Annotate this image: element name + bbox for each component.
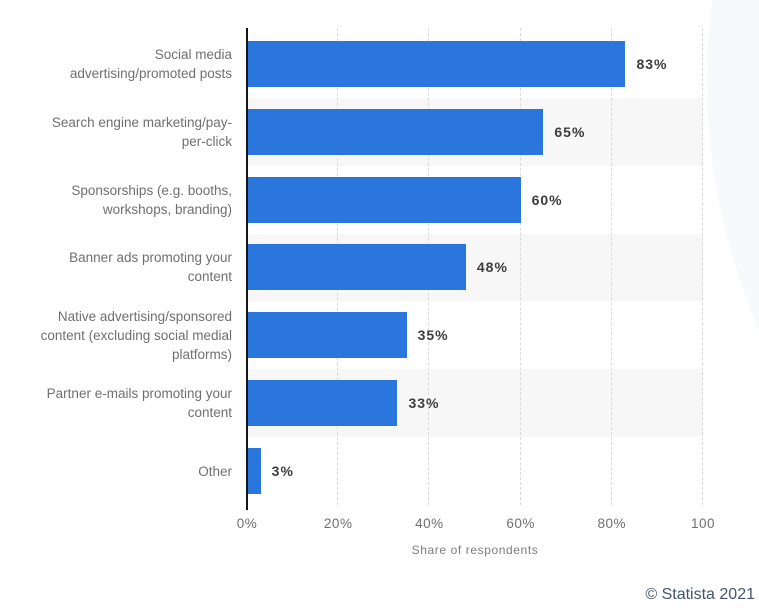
bar[interactable]	[247, 380, 398, 427]
bar-value-label: 48%	[476, 259, 508, 276]
x-tick-label: 100	[690, 516, 716, 531]
x-axis-title: Share of respondents	[411, 543, 539, 557]
bar[interactable]	[247, 244, 466, 291]
bar-value-label: 3%	[271, 463, 294, 480]
category-label: Sponsorships (e.g. booths, workshops, br…	[71, 182, 232, 217]
y-axis-line	[246, 28, 248, 510]
bar-row: 3%	[247, 437, 703, 505]
x-tick-label: 60%	[506, 516, 535, 531]
bar-row: 35%	[247, 301, 703, 369]
x-tick-label: 20%	[323, 516, 353, 531]
bar-row: 33%	[247, 369, 703, 437]
category-label: Partner e-mails promoting your content	[46, 386, 232, 421]
gridline	[519, 28, 521, 505]
category-axis-labels: Social media advertising/promoted posts S…	[8, 30, 232, 505]
bar-value-label: 33%	[408, 395, 440, 412]
bar-row: 83%	[247, 30, 703, 98]
x-tick-label: 0%	[236, 516, 258, 531]
category-label: Native advertising/sponsored content (ex…	[40, 308, 232, 362]
category-label: Other	[198, 463, 232, 479]
statista-credit: © Statista 2021	[645, 586, 755, 603]
bar-value-label: 60%	[531, 191, 563, 208]
bar-value-label: 83%	[636, 55, 668, 72]
bar[interactable]	[247, 176, 521, 223]
x-tick-label: 40%	[415, 516, 444, 531]
gridline	[610, 28, 612, 505]
x-tick-label: 80%	[597, 516, 627, 531]
bar[interactable]	[247, 448, 261, 495]
gridline	[702, 28, 703, 505]
category-label: Banner ads promoting your content	[69, 250, 232, 285]
x-axis-tick-labels: 0% 20% 40% 60% 80% 100	[237, 516, 715, 534]
category-label: Social media advertising/promoted posts	[69, 46, 232, 81]
bar-row: 65%	[247, 98, 703, 166]
bar[interactable]	[247, 312, 407, 359]
bar-value-label: 35%	[417, 327, 449, 344]
bar[interactable]	[247, 40, 626, 87]
bar-row: 48%	[247, 234, 703, 302]
bar[interactable]	[247, 108, 544, 155]
category-label: Search engine marketing/pay- per-click	[51, 114, 232, 149]
plot-area: 83% 65% 60% 48% 35% 33% 3%	[247, 28, 703, 505]
bar-value-label: 65%	[554, 123, 586, 140]
bar-row: 60%	[247, 166, 703, 234]
